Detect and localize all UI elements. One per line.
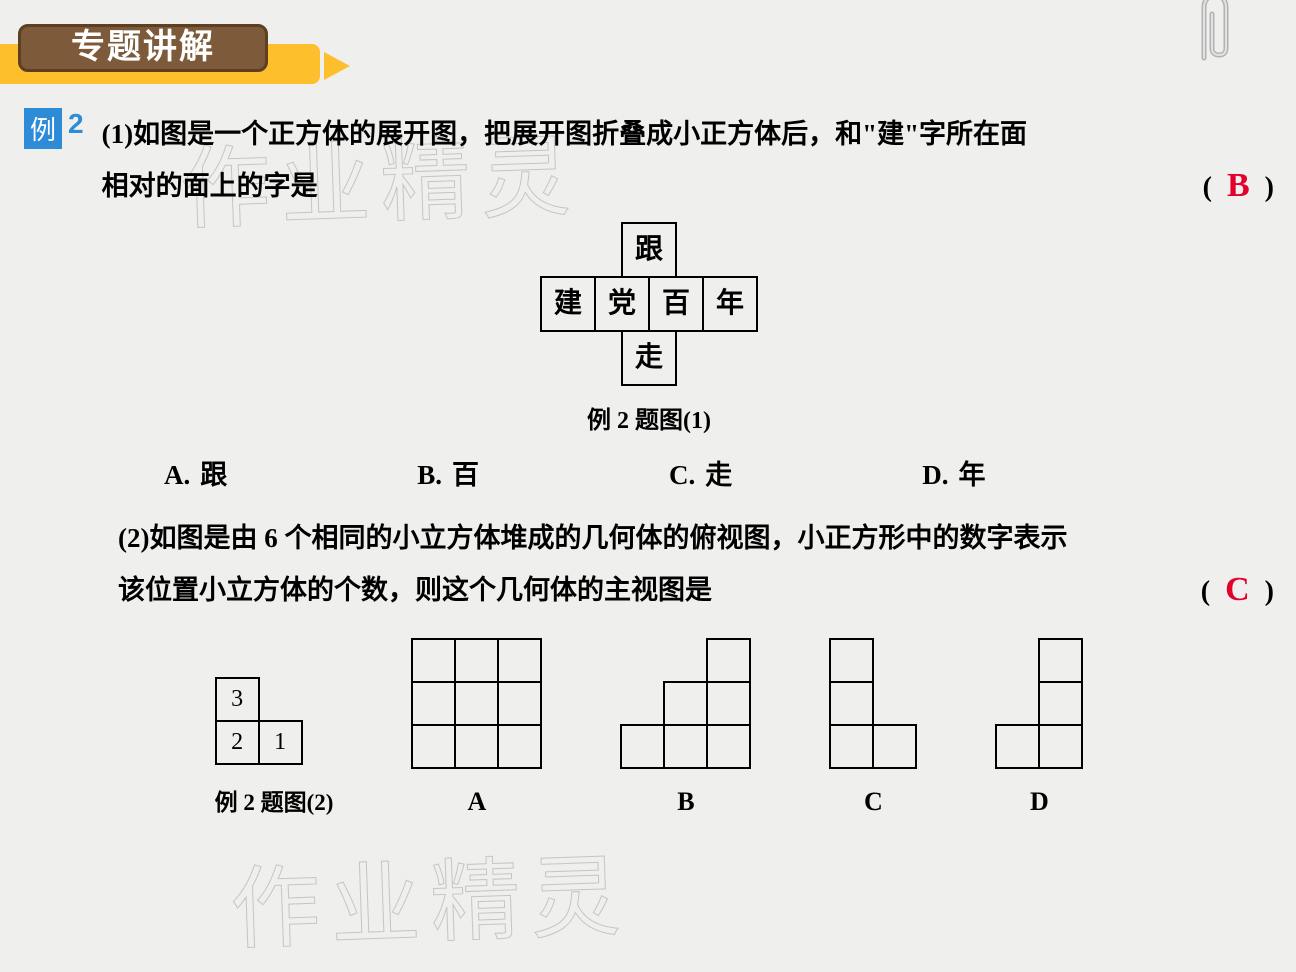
paren-left: (: [1203, 172, 1212, 203]
q2-answer: C: [1217, 571, 1258, 608]
choice-label: C.: [669, 460, 695, 490]
net-cell: 走: [621, 330, 677, 386]
net-cell: 年: [702, 276, 758, 332]
q2-figures-row: 3 2 1 例 2 题图(2) A B: [24, 638, 1274, 817]
q2-option-a: A: [411, 638, 542, 817]
q1-choices: A. 跟 B. 百 C. 走 D. 年: [24, 453, 1274, 492]
q1-line-a: 如图是一个正方体的展开图，把展开图折叠成小正方体后，和"建"字所在面: [133, 119, 1027, 149]
choice-text: 年: [959, 460, 986, 490]
ribbon-title: 专题讲解: [18, 24, 268, 72]
section-header: 专题讲解: [0, 24, 360, 84]
content-area: 例 2 (1)如图是一个正方体的展开图，把展开图折叠成小正方体后，和"建"字所在…: [24, 108, 1274, 817]
paren-left: (: [1201, 576, 1210, 607]
choice-text: 走: [705, 460, 732, 490]
q2-caption: 例 2 题图(2): [215, 783, 334, 817]
net-cell: 百: [648, 276, 704, 332]
choice-label: A.: [164, 460, 190, 490]
choice-text: 跟: [200, 460, 227, 490]
ribbon-tail: [324, 52, 350, 80]
net-cell: 党: [594, 276, 650, 332]
q1-caption: 例 2 题图(1): [24, 400, 1274, 435]
grid-cell: 2: [215, 720, 260, 765]
net-cell: 跟: [621, 222, 677, 278]
q2-option-c: C: [829, 638, 917, 817]
q2-prefix: (2): [118, 523, 149, 553]
paren-right: ): [1265, 172, 1274, 203]
q1-answer: B: [1219, 167, 1258, 204]
q2-line-a: 如图是由 6 个相同的小立方体堆成的几何体的俯视图，小正方形中的数字表示: [149, 523, 1067, 553]
grid-cell: 1: [258, 720, 303, 765]
example-number: 2: [68, 108, 84, 140]
watermark-text: 作业精灵: [228, 823, 632, 967]
option-label: A: [411, 787, 542, 817]
grid-cell: 3: [215, 677, 260, 722]
q1-cube-net: 跟 建 党 百 年 走: [24, 222, 1274, 386]
q2-line-b: 该位置小立方体的个数，则这个几何体的主视图是: [118, 575, 712, 605]
q2-option-d: D: [995, 638, 1083, 817]
net-cell: 建: [540, 276, 596, 332]
paperclip-icon: [1192, 0, 1236, 78]
example-heading-row: 例 2 (1)如图是一个正方体的展开图，把展开图折叠成小正方体后，和"建"字所在…: [24, 108, 1274, 214]
q1-choice-b: B. 百: [417, 453, 479, 492]
q1-prefix: (1): [102, 119, 133, 149]
choice-text: 百: [452, 460, 479, 490]
option-label: D: [995, 787, 1083, 817]
q1-text: (1)如图是一个正方体的展开图，把展开图折叠成小正方体后，和"建"字所在面 相对…: [102, 108, 1274, 214]
example-badge: 例: [24, 108, 62, 149]
option-label: B: [620, 787, 751, 817]
q2-text: (2)如图是由 6 个相同的小立方体堆成的几何体的俯视图，小正方形中的数字表示 …: [24, 512, 1274, 616]
option-label: C: [829, 787, 917, 817]
q2-option-b: B: [620, 638, 751, 817]
q2-answer-paren: ( C ): [1201, 564, 1274, 618]
q1-line-b: 相对的面上的字是: [102, 171, 318, 201]
q1-choice-c: C. 走: [669, 453, 732, 492]
q1-choice-d: D. 年: [922, 453, 985, 492]
choice-label: D.: [922, 460, 948, 490]
q2-top-view: 3 2 1 例 2 题图(2): [215, 677, 334, 817]
q1-choice-a: A. 跟: [164, 453, 227, 492]
choice-label: B.: [417, 460, 442, 490]
paren-right: ): [1265, 576, 1274, 607]
q1-answer-paren: ( B ): [1203, 160, 1274, 214]
